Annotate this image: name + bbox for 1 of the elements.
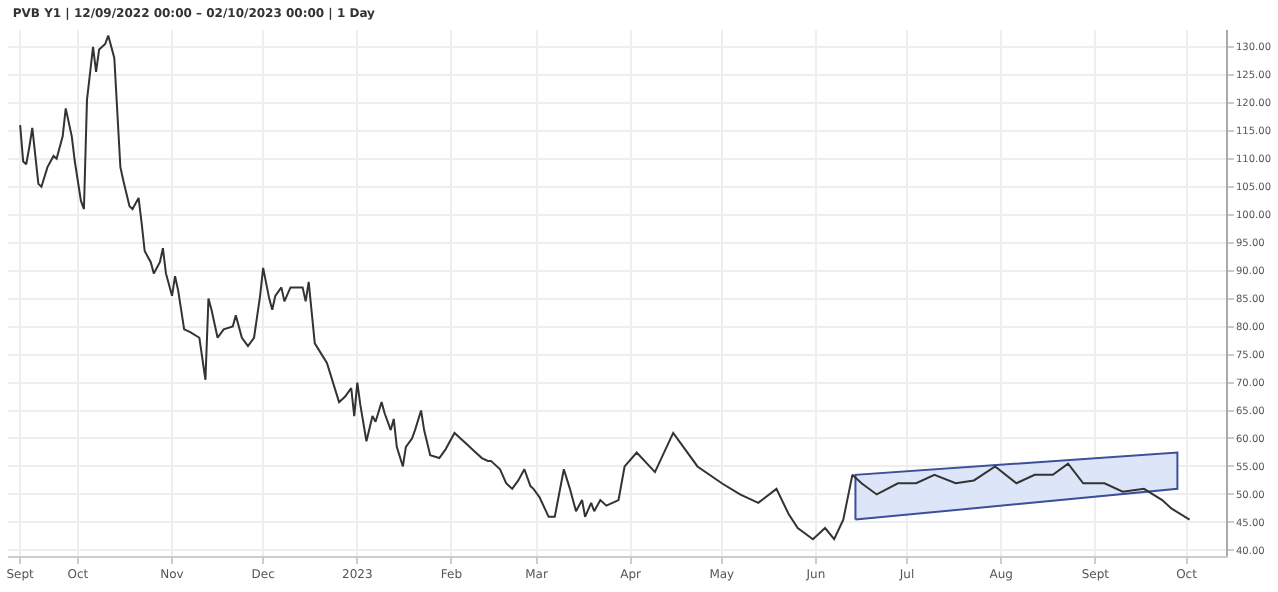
line-series [19, 34, 1191, 541]
